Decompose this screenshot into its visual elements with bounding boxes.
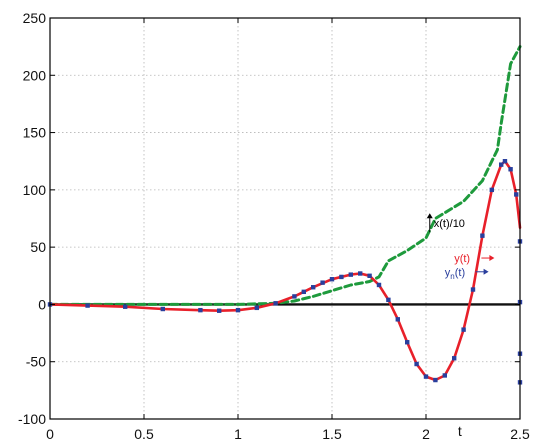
- x-over-10-annotation: x(t)/10: [434, 218, 465, 230]
- tick-group: 0 0.5 1 1.5 2 2.5 -100 -50 0 50 100 150 200 250: [18, 10, 530, 442]
- y-tick-label: 0: [38, 296, 46, 312]
- series-yn-point: [461, 327, 466, 332]
- series-yn-point: [514, 192, 519, 197]
- series-yn-point: [85, 303, 90, 308]
- series-yn-point: [405, 340, 410, 345]
- series-yn-point: [273, 301, 278, 306]
- series-yn-point: [423, 374, 429, 379]
- series-yn-point: [367, 273, 372, 278]
- plot-frame: [49, 17, 521, 420]
- y-tick-label: 200: [23, 67, 47, 83]
- y-tick-label: -50: [26, 354, 46, 370]
- series-yn-point: [339, 274, 344, 280]
- series-yn-point: [508, 167, 513, 172]
- x-tick-label: 1.5: [322, 426, 342, 442]
- y-arrow-head: [489, 255, 495, 262]
- x-tick-label: 0: [46, 426, 54, 442]
- series-yn-point: [499, 162, 504, 167]
- grid: [50, 18, 520, 419]
- series-yn-point: [329, 277, 335, 282]
- series-yn-point: [395, 317, 400, 322]
- y-tick-label: -100: [18, 411, 46, 427]
- series-yn-point: [358, 271, 363, 276]
- y-tick-label: 150: [23, 125, 47, 141]
- series-yn-point: [217, 308, 222, 313]
- series-yn-point: [470, 287, 476, 292]
- x-over-10-arrow-head: [426, 213, 433, 219]
- x-axis-label: t: [458, 423, 462, 439]
- series-yn-point: [414, 361, 419, 367]
- x-tick-label: 2.5: [510, 426, 530, 442]
- series-x-over-10-line: [48, 45, 522, 306]
- y-tick-label: 250: [23, 10, 47, 26]
- series-yn-point: [123, 304, 128, 309]
- series-yn-point: [442, 373, 447, 378]
- series-yn-point: [160, 306, 165, 312]
- x-tick-label: 2: [422, 426, 430, 442]
- x-tick-label: 1: [234, 426, 242, 442]
- y-tick-label: 100: [23, 182, 47, 198]
- series-yn-point: [320, 280, 325, 285]
- series-yn-point: [348, 272, 353, 277]
- annotation-group: x(t)/10 y(t) yn(t): [426, 213, 495, 281]
- yn-annotation: yn(t): [445, 267, 465, 281]
- series-yn-point: [489, 187, 494, 193]
- series-yn-point: [198, 307, 203, 313]
- series-yn-point: [301, 289, 306, 295]
- x-tick-label: 0.5: [134, 426, 154, 442]
- series-yn-point: [254, 305, 259, 311]
- y-annotation: y(t): [454, 253, 470, 265]
- series-yn-point: [235, 307, 241, 313]
- series-yn-point: [502, 159, 508, 164]
- series-group: [47, 45, 523, 385]
- series-yn-point: [386, 297, 391, 303]
- series-yn-point: [292, 294, 297, 299]
- series-yn-point: [376, 282, 382, 288]
- series-yn-point: [311, 285, 316, 290]
- y-tick-label: 50: [30, 239, 46, 255]
- series-yn-point: [433, 377, 438, 383]
- series-yn-point: [452, 356, 457, 361]
- yn-arrow-head: [483, 268, 489, 275]
- series-yn-point: [480, 233, 485, 238]
